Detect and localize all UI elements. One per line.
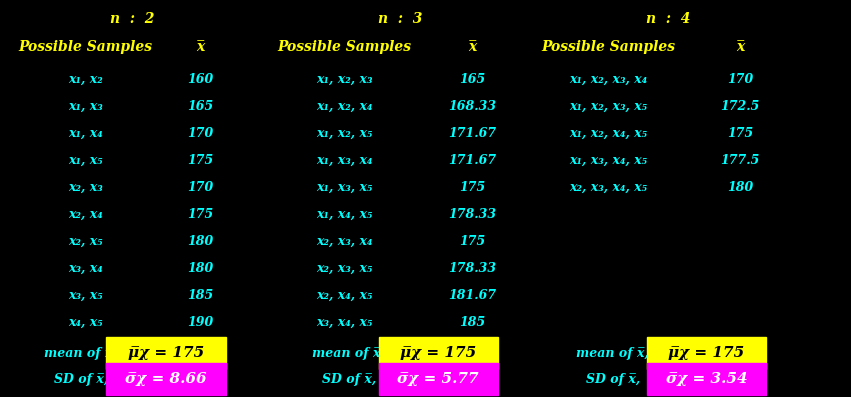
FancyBboxPatch shape (647, 337, 766, 369)
FancyBboxPatch shape (106, 363, 226, 395)
Text: x₂, x₃, x₄: x₂, x₃, x₄ (317, 235, 373, 248)
Text: x̅: x̅ (736, 40, 745, 54)
Text: x₂, x₄: x₂, x₄ (68, 208, 102, 221)
Text: 175: 175 (728, 127, 753, 140)
Text: x₁, x₂, x₄, x₅: x₁, x₂, x₄, x₅ (569, 127, 648, 140)
Text: x₄, x₅: x₄, x₅ (68, 316, 102, 329)
Text: 170: 170 (187, 181, 213, 194)
Text: 165: 165 (187, 100, 213, 113)
Text: mean of x̅,: mean of x̅, (312, 347, 386, 360)
Text: 177.5: 177.5 (721, 154, 760, 167)
Text: μ̅χ = 175: μ̅χ = 175 (128, 346, 204, 360)
Text: σ̅χ = 8.66: σ̅χ = 8.66 (125, 372, 207, 386)
Text: 175: 175 (187, 208, 213, 221)
Text: x₃, x₅: x₃, x₅ (68, 289, 102, 302)
Text: x₁, x₄: x₁, x₄ (68, 127, 102, 140)
FancyBboxPatch shape (379, 363, 498, 395)
Text: σ̅χ = 3.54: σ̅χ = 3.54 (665, 372, 747, 386)
Text: x₁, x₂, x₃, x₄: x₁, x₂, x₃, x₄ (569, 73, 648, 86)
Text: Possible Samples: Possible Samples (18, 40, 152, 54)
Text: x₁, x₃, x₄: x₁, x₃, x₄ (317, 154, 373, 167)
Text: 160: 160 (187, 73, 213, 86)
Text: x₂, x₅: x₂, x₅ (68, 235, 102, 248)
Text: SD of x̅,: SD of x̅, (322, 373, 376, 385)
Text: σ̅χ = 5.77: σ̅χ = 5.77 (397, 372, 479, 386)
Text: x₁, x₂, x₃: x₁, x₂, x₃ (317, 73, 373, 86)
Text: 165: 165 (460, 73, 485, 86)
Text: n  :  2: n : 2 (110, 12, 154, 26)
Text: 180: 180 (728, 181, 753, 194)
Text: x₁, x₂, x₄: x₁, x₂, x₄ (317, 100, 373, 113)
Text: x̅: x̅ (468, 40, 477, 54)
Text: x₂, x₃: x₂, x₃ (68, 181, 102, 194)
FancyBboxPatch shape (106, 337, 226, 369)
Text: x₁, x₂, x₃, x₅: x₁, x₂, x₃, x₅ (569, 100, 648, 113)
Text: μ̅χ = 175: μ̅χ = 175 (400, 346, 477, 360)
Text: 181.67: 181.67 (448, 289, 496, 302)
Text: x₁, x₃: x₁, x₃ (68, 100, 102, 113)
Text: 175: 175 (460, 181, 485, 194)
Text: SD of x̅,: SD of x̅, (54, 373, 108, 385)
Text: 180: 180 (187, 262, 213, 275)
Text: 168.33: 168.33 (448, 100, 496, 113)
Text: x₂, x₃, x₅: x₂, x₃, x₅ (317, 262, 373, 275)
Text: 175: 175 (460, 235, 485, 248)
Text: 185: 185 (187, 289, 213, 302)
Text: x₁, x₃, x₅: x₁, x₃, x₅ (317, 181, 373, 194)
Text: x₁, x₂: x₁, x₂ (68, 73, 102, 86)
Text: 190: 190 (187, 316, 213, 329)
Text: 185: 185 (460, 316, 485, 329)
Text: x₁, x₃, x₄, x₅: x₁, x₃, x₄, x₅ (569, 154, 648, 167)
Text: x₂, x₄, x₅: x₂, x₄, x₅ (317, 289, 373, 302)
Text: μ̅χ = 175: μ̅χ = 175 (668, 346, 745, 360)
Text: x₁, x₂, x₅: x₁, x₂, x₅ (317, 127, 373, 140)
Text: 171.67: 171.67 (448, 154, 496, 167)
Text: 175: 175 (187, 154, 213, 167)
Text: Possible Samples: Possible Samples (277, 40, 412, 54)
Text: 172.5: 172.5 (721, 100, 760, 113)
Text: 170: 170 (728, 73, 753, 86)
Text: x₃, x₄: x₃, x₄ (68, 262, 102, 275)
Text: 178.33: 178.33 (448, 208, 496, 221)
Text: 170: 170 (187, 127, 213, 140)
FancyBboxPatch shape (647, 363, 766, 395)
Text: 178.33: 178.33 (448, 262, 496, 275)
Text: x₁, x₄, x₅: x₁, x₄, x₅ (317, 208, 373, 221)
Text: n  :  4: n : 4 (646, 12, 690, 26)
Text: 180: 180 (187, 235, 213, 248)
FancyBboxPatch shape (379, 337, 498, 369)
Text: n  :  3: n : 3 (378, 12, 422, 26)
Text: mean of x̅,: mean of x̅, (576, 347, 649, 360)
Text: x₁, x₅: x₁, x₅ (68, 154, 102, 167)
Text: x₂, x₃, x₄, x₅: x₂, x₃, x₄, x₅ (569, 181, 648, 194)
Text: 171.67: 171.67 (448, 127, 496, 140)
Text: Possible Samples: Possible Samples (541, 40, 676, 54)
Text: x₃, x₄, x₅: x₃, x₄, x₅ (317, 316, 373, 329)
Text: mean of x̅,: mean of x̅, (44, 347, 117, 360)
Text: SD of x̅,: SD of x̅, (585, 373, 640, 385)
Text: x̅: x̅ (196, 40, 204, 54)
